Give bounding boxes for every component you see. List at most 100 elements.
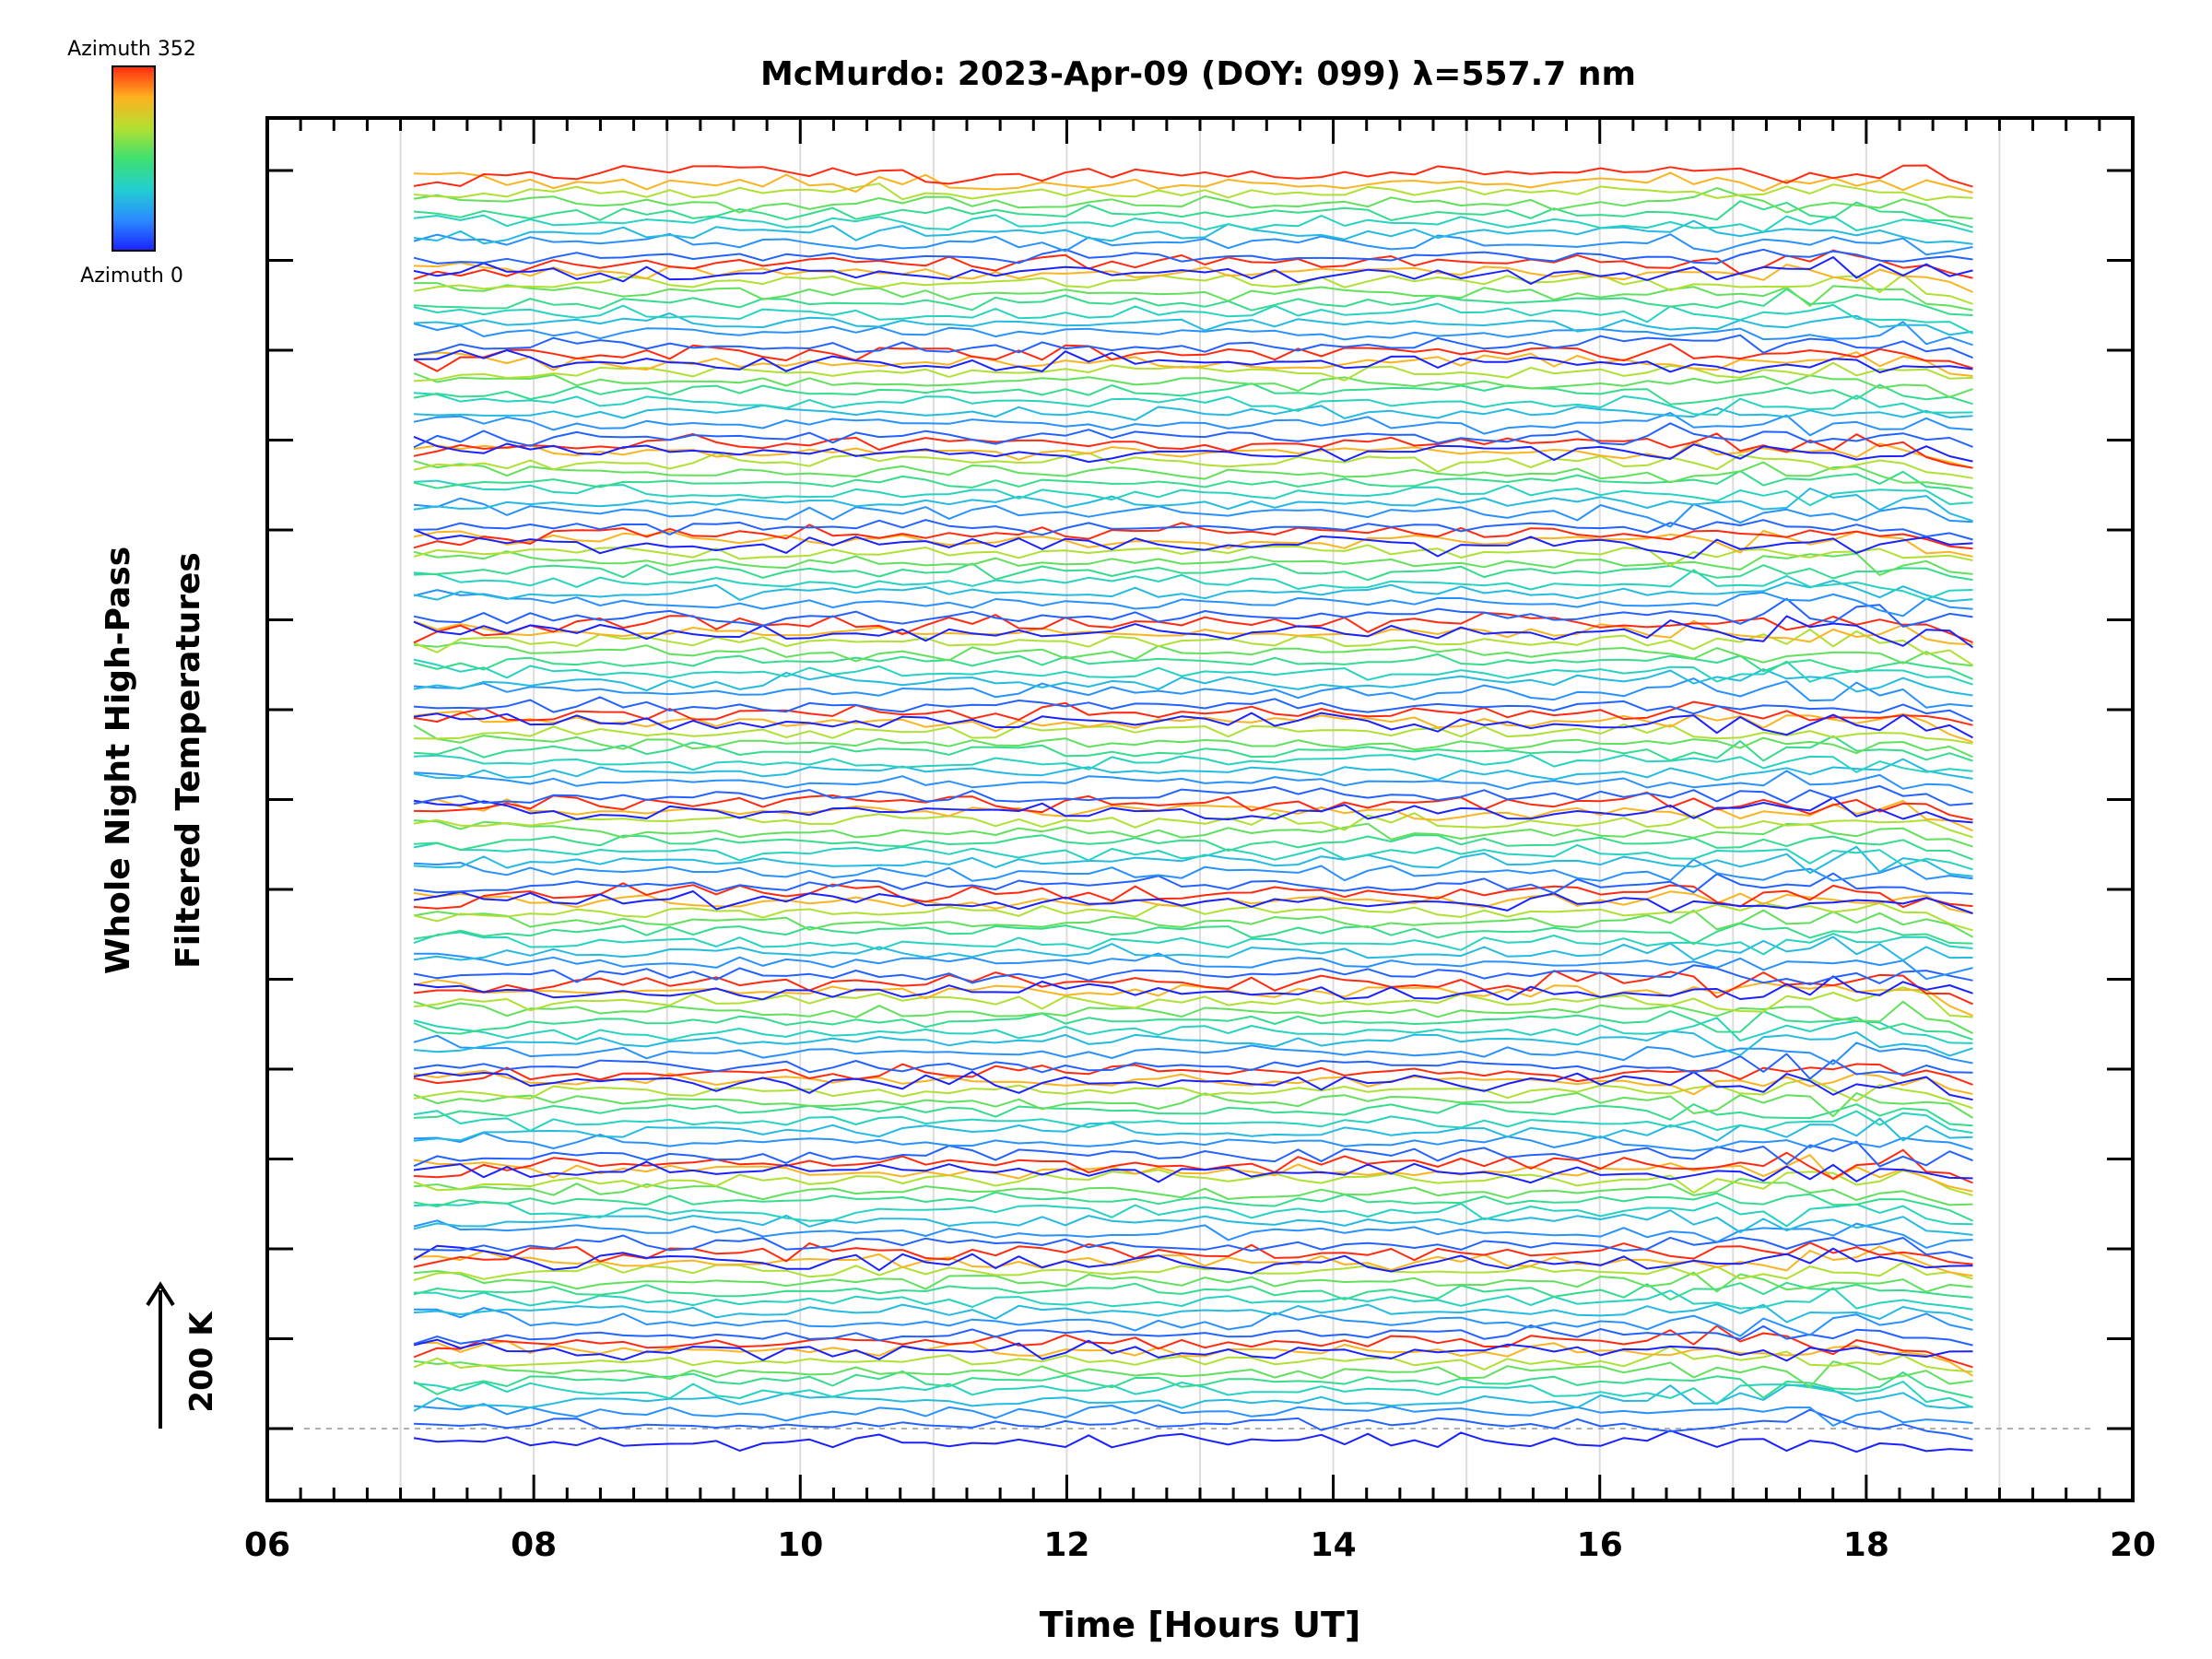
series-line-g6-az5 bbox=[413, 834, 1973, 861]
series-line-g6-az1 bbox=[413, 872, 1973, 895]
series-line-g11-az6 bbox=[413, 372, 1973, 398]
series-line-g9-az1 bbox=[413, 597, 1973, 628]
series-line-g11-az0 bbox=[413, 435, 1973, 464]
series-line-g5-az6 bbox=[413, 909, 1973, 938]
series-line-g0-az6 bbox=[413, 1359, 1973, 1388]
series-line-g0-az5 bbox=[413, 1370, 1973, 1399]
series-line-g5-az0 bbox=[413, 975, 1973, 1001]
series-line-g2-az6 bbox=[413, 1177, 1973, 1206]
y-axis-label-line1: Whole Night High-Pass bbox=[100, 547, 137, 974]
series-line-g12-az0 bbox=[413, 349, 1973, 373]
x-tick-label-20: 20 bbox=[2110, 1526, 2156, 1564]
x-tick-label-16: 16 bbox=[1577, 1526, 1623, 1564]
series-line-g2-az5 bbox=[413, 1191, 1973, 1222]
series-line-g3-az3 bbox=[413, 1117, 1973, 1142]
series-line-g5-az7 bbox=[413, 901, 1973, 932]
series-line-g1-az8 bbox=[413, 1245, 1973, 1277]
series-line-g3-az7 bbox=[413, 1077, 1973, 1110]
series-line-g12-az7 bbox=[413, 273, 1973, 305]
series-line-g10-az2 bbox=[413, 497, 1973, 528]
series-line-g11-az1 bbox=[413, 422, 1973, 449]
series-line-g0-az0 bbox=[413, 1430, 1973, 1453]
x-tick-label-10: 10 bbox=[777, 1526, 823, 1564]
series-line-g2-az2 bbox=[413, 1219, 1973, 1249]
series-line-g8-az6 bbox=[413, 641, 1973, 667]
y-axis-label-line2: Filtered Temperatures bbox=[170, 552, 207, 969]
series-line-g5-az4 bbox=[413, 931, 1973, 956]
series-line-g7-az1 bbox=[413, 784, 1973, 806]
series-line-g13-az4 bbox=[413, 214, 1973, 233]
series-line-g11-az3 bbox=[413, 404, 1973, 421]
series-line-g10-az4 bbox=[413, 479, 1973, 507]
series-line-g1-az3 bbox=[413, 1303, 1973, 1324]
series-line-g12-az1 bbox=[413, 334, 1973, 359]
series-line-g7-az5 bbox=[413, 735, 1973, 762]
colorbar-top-label: Azimuth 352 bbox=[67, 38, 196, 61]
series-line-g11-az5 bbox=[413, 382, 1973, 406]
scale-indicator: 200 K bbox=[146, 1281, 220, 1429]
series-line-g5-az3 bbox=[413, 935, 1973, 961]
series-line-g3-az6 bbox=[413, 1092, 1974, 1119]
scale-arrow-head bbox=[146, 1281, 175, 1307]
series-line-g9-az6 bbox=[413, 550, 1973, 576]
series-line-g4-az7 bbox=[413, 986, 1973, 1018]
series-line-g11-az9 bbox=[413, 343, 1973, 372]
series-line-g5-az9 bbox=[413, 882, 1973, 910]
temperature-series bbox=[413, 164, 1974, 1453]
series-line-g3-az5 bbox=[413, 1102, 1973, 1127]
series-line-g12-az2 bbox=[413, 321, 1973, 347]
series-line-g4-az1 bbox=[413, 1053, 1973, 1080]
series-line-g1-az2 bbox=[413, 1307, 1973, 1337]
series-line-g8-az2 bbox=[413, 677, 1973, 709]
series-line-g9-az5 bbox=[413, 562, 1973, 582]
series-line-g1-az6 bbox=[413, 1270, 1973, 1293]
series-line-g10-az8 bbox=[413, 440, 1973, 469]
series-line-g13-az5 bbox=[413, 200, 1973, 229]
series-line-g12-az4 bbox=[413, 302, 1973, 335]
series-line-g9-az7 bbox=[413, 544, 1973, 567]
series-line-g13-az7 bbox=[413, 182, 1973, 202]
series-line-g8-az3 bbox=[413, 668, 1973, 697]
axis-ticks bbox=[265, 118, 2135, 1500]
series-line-g11-az2 bbox=[413, 412, 1973, 437]
x-tick-labels: 06 08 10 12 14 16 18 20 bbox=[244, 1526, 2156, 1564]
x-axis-label: Time [Hours UT] bbox=[1040, 1605, 1361, 1645]
series-line-g1-az5 bbox=[413, 1281, 1973, 1300]
series-line-g13-az9 bbox=[413, 164, 1973, 188]
series-line-g6-az0 bbox=[413, 890, 1973, 914]
series-line-g7-az8 bbox=[413, 710, 1973, 744]
series-line-g4-az4 bbox=[413, 1017, 1973, 1044]
series-line-g9-az0 bbox=[413, 615, 1974, 649]
series-line-g2-az7 bbox=[413, 1169, 1973, 1196]
colorbar: Azimuth 352 Azimuth 0 bbox=[67, 38, 196, 288]
series-line-g0-az8 bbox=[413, 1340, 1974, 1377]
series-line-g4-az9 bbox=[413, 970, 1973, 1006]
series-line-g8-az7 bbox=[413, 628, 1974, 666]
series-line-g7-az0 bbox=[413, 796, 1973, 824]
colorbar-bottom-label: Azimuth 0 bbox=[80, 265, 183, 288]
series-line-g9-az2 bbox=[413, 589, 1973, 618]
series-line-g13-az3 bbox=[413, 219, 1973, 245]
series-line-g4-az3 bbox=[413, 1030, 1973, 1057]
series-line-g9-az4 bbox=[413, 569, 1973, 601]
series-line-g0-az1 bbox=[413, 1408, 1973, 1441]
x-tick-label-18: 18 bbox=[1843, 1526, 1889, 1564]
series-line-g7-az7 bbox=[413, 724, 1973, 745]
series-line-g12-az3 bbox=[413, 312, 1973, 336]
series-line-g13-az6 bbox=[413, 187, 1973, 220]
series-line-g5-az5 bbox=[413, 922, 1973, 946]
series-line-g2-az4 bbox=[413, 1201, 1973, 1228]
series-line-g13-az8 bbox=[413, 171, 1973, 194]
series-line-g10-az0 bbox=[413, 528, 1973, 559]
series-line-g1-az7 bbox=[413, 1261, 1973, 1281]
series-line-g7-az9 bbox=[413, 700, 1973, 726]
x-tick-label-08: 08 bbox=[511, 1526, 557, 1564]
x-tick-label-14: 14 bbox=[1311, 1526, 1357, 1564]
series-line-g0-az7 bbox=[413, 1346, 1973, 1373]
series-line-g0-az3 bbox=[413, 1383, 1973, 1412]
series-line-g3-az0 bbox=[413, 1160, 1973, 1184]
series-line-g8-az0 bbox=[413, 712, 1973, 739]
series-line-g3-az2 bbox=[413, 1132, 1973, 1152]
series-line-g4-az8 bbox=[413, 979, 1973, 1018]
